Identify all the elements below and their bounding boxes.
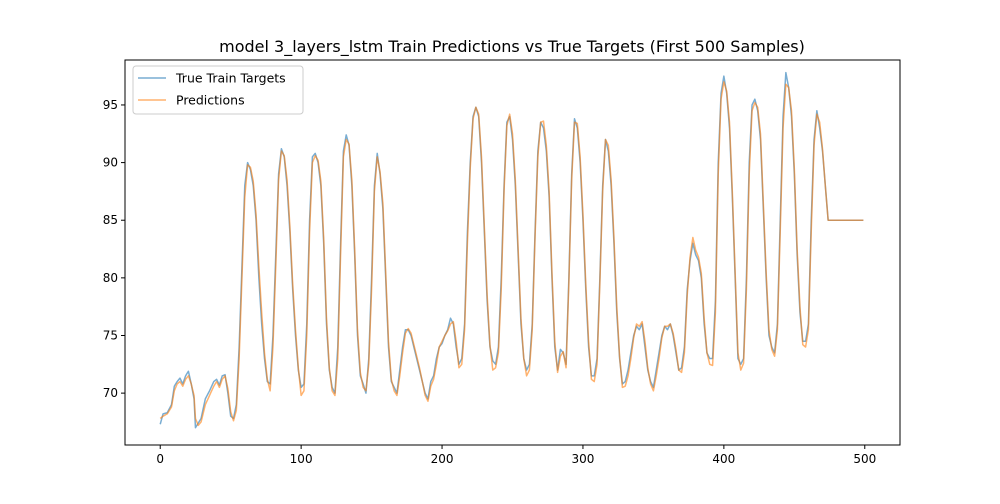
x-tick-label: 500 <box>853 452 876 466</box>
y-tick-label: 80 <box>103 271 118 285</box>
series-line-predictions <box>159 81 864 427</box>
x-axis: 0 100 200 300 400 500 <box>156 445 876 466</box>
y-axis: 70 75 80 85 90 95 <box>103 98 125 400</box>
y-tick-label: 70 <box>103 386 118 400</box>
x-tick-label: 0 <box>156 452 164 466</box>
legend: True Train Targets Predictions <box>132 65 304 115</box>
plot-area <box>124 59 901 446</box>
y-tick-label: 85 <box>103 213 118 227</box>
y-tick-label: 95 <box>103 98 118 112</box>
x-tick-label: 200 <box>431 452 454 466</box>
y-tick-label: 90 <box>103 156 118 170</box>
x-tick-label: 400 <box>712 452 735 466</box>
legend-label: True Train Targets <box>175 71 286 86</box>
x-tick-label: 100 <box>290 452 313 466</box>
legend-label: Predictions <box>176 93 245 108</box>
chart-title: model 3_layers_lstm Train Predictions vs… <box>219 37 805 57</box>
x-tick-label: 300 <box>572 452 595 466</box>
legend-box <box>132 65 304 115</box>
y-tick-label: 75 <box>103 328 118 342</box>
series-group <box>159 71 864 429</box>
axes-frame <box>124 59 901 446</box>
